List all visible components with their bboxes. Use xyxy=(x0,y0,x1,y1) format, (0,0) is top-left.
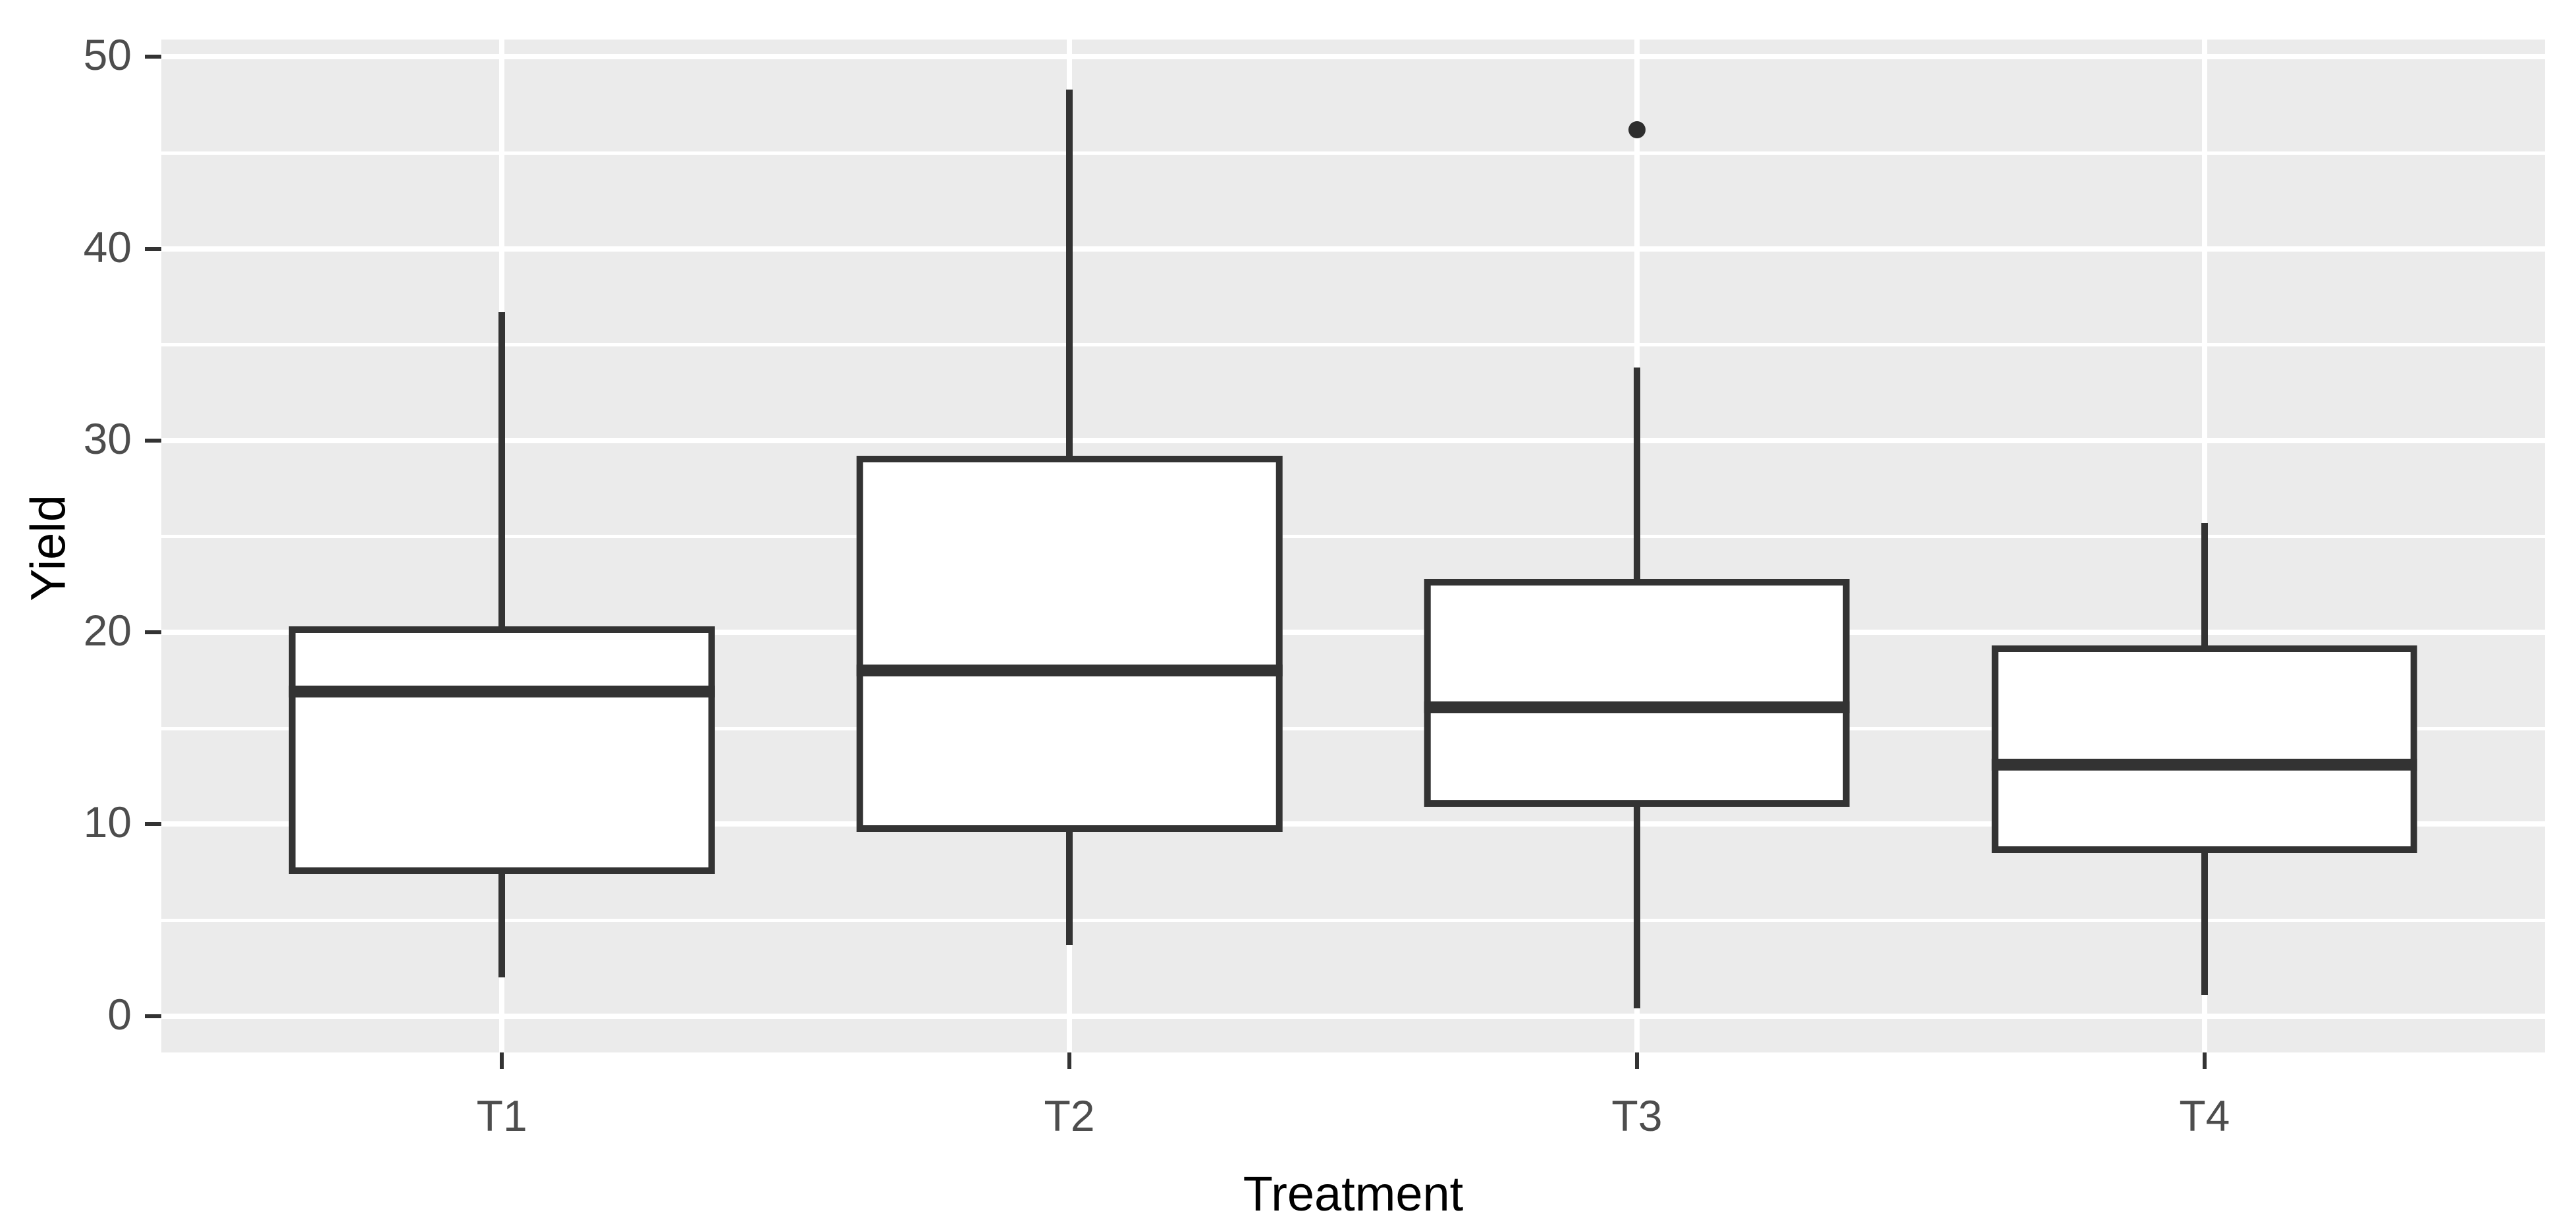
y-tick-mark-20 xyxy=(145,630,161,635)
whisker-upper-T1 xyxy=(498,312,506,627)
x-tick-label-T2: T2 xyxy=(1044,1091,1095,1140)
y-axis: 0 10 20 30 40 50 xyxy=(0,30,161,1052)
x-tick-mark-T4 xyxy=(2202,1052,2207,1069)
whisker-lower-T2 xyxy=(1066,832,1073,945)
gridline-minor-y25 xyxy=(161,535,2545,539)
x-axis-title: Treatment xyxy=(1243,1166,1464,1221)
y-tick-mark-50 xyxy=(145,55,161,59)
y-tick-label-30: 30 xyxy=(83,414,132,463)
y-tick-label-40: 40 xyxy=(83,222,132,271)
y-axis-title: Yield xyxy=(20,495,76,601)
box-T3 xyxy=(1424,578,1850,807)
whisker-upper-T3 xyxy=(1633,368,1640,579)
x-tick-mark-T3 xyxy=(1634,1052,1639,1069)
median-line-T3 xyxy=(1424,701,1850,713)
gridline-major-y30 xyxy=(161,437,2545,443)
plot-panel xyxy=(161,40,2545,1052)
y-tick-mark-0 xyxy=(145,1014,161,1018)
x-tick-label-T4: T4 xyxy=(2179,1091,2230,1140)
y-tick-mark-10 xyxy=(145,822,161,827)
x-tick-label-T3: T3 xyxy=(1611,1091,1663,1140)
y-tick-mark-30 xyxy=(145,438,161,443)
box-T1 xyxy=(288,626,715,875)
gridline-major-y20 xyxy=(161,630,2545,636)
outlier-point-T3-0 xyxy=(1628,121,1646,138)
y-tick-label-10: 10 xyxy=(83,798,132,847)
gridline-minor-y45 xyxy=(161,151,2545,155)
whisker-lower-T3 xyxy=(1633,807,1640,1008)
median-line-T1 xyxy=(288,686,715,698)
y-tick-label-50: 50 xyxy=(83,30,132,80)
median-line-T2 xyxy=(856,665,1283,677)
y-tick-label-20: 20 xyxy=(83,606,132,655)
gridline-major-y50 xyxy=(161,54,2545,60)
gridline-major-y10 xyxy=(161,821,2545,827)
gridline-major-y0 xyxy=(161,1013,2545,1019)
whisker-lower-T4 xyxy=(2201,853,2208,995)
gridline-minor-y5 xyxy=(161,919,2545,922)
box-T4 xyxy=(1991,645,2418,854)
whisker-upper-T4 xyxy=(2201,523,2208,646)
box-T2 xyxy=(856,456,1283,832)
x-tick-label-T1: T1 xyxy=(476,1091,527,1140)
x-tick-mark-T2 xyxy=(1067,1052,1072,1069)
gridline-minor-y15 xyxy=(161,726,2545,730)
gridline-major-y40 xyxy=(161,246,2545,252)
y-tick-mark-40 xyxy=(145,246,161,251)
x-axis: T1 T2 T3 T4 xyxy=(161,1052,2545,1227)
whisker-lower-T1 xyxy=(498,874,506,978)
y-tick-label-0: 0 xyxy=(107,989,132,1039)
x-tick-mark-T1 xyxy=(500,1052,504,1069)
whisker-upper-T2 xyxy=(1066,89,1073,456)
median-line-T4 xyxy=(1991,759,2418,771)
gridline-minor-y35 xyxy=(161,343,2545,347)
